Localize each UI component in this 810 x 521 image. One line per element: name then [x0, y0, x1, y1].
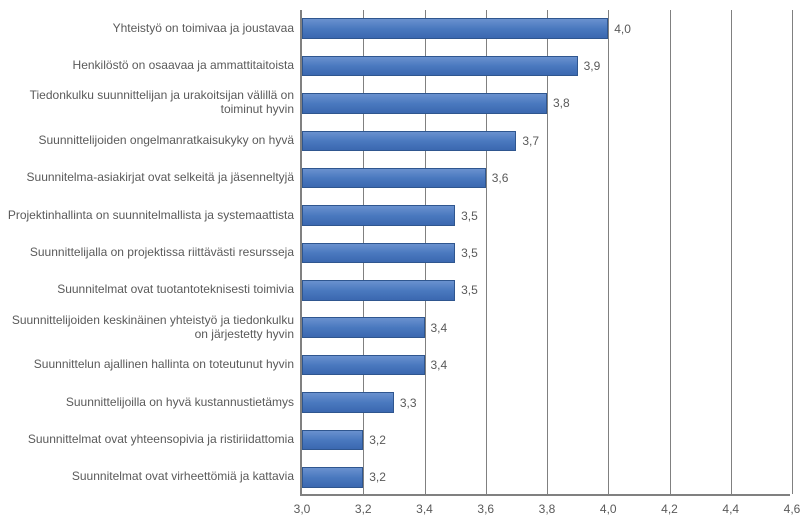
bar-row: Henkilöstö on osaavaa ja ammattitaitoist… — [302, 47, 790, 84]
category-label: Projektinhallinta on suunnitelmallista j… — [4, 209, 302, 223]
value-label: 3,5 — [455, 246, 478, 260]
category-label: Yhteistyö on toimivaa ja joustavaa — [4, 22, 302, 36]
bar — [302, 392, 394, 413]
x-tick-label: 4,2 — [661, 502, 678, 516]
bar — [302, 317, 425, 338]
category-label: Suunnittelijoiden ongelmanratkaisukyky o… — [4, 134, 302, 148]
x-tick-label: 3,0 — [294, 502, 311, 516]
category-label: Suunnittelun ajallinen hallinta on toteu… — [4, 358, 302, 372]
bar-row: Tiedonkulku suunnittelijan ja urakoitsij… — [302, 85, 790, 122]
value-label: 3,9 — [578, 59, 601, 73]
bar-row: Suunnitelmat ovat tuotantoteknisesti toi… — [302, 272, 790, 309]
bar — [302, 467, 363, 488]
bar — [302, 355, 425, 376]
category-label: Suunnittelmat ovat yhteensopivia ja rist… — [4, 433, 302, 447]
bar-row: Suunnitelmat ovat virheettömiä ja kattav… — [302, 459, 790, 496]
bar — [302, 280, 455, 301]
bar-row: Suunnittelijoilla on hyvä kustannustietä… — [302, 384, 790, 421]
x-tick-label: 3,4 — [416, 502, 433, 516]
value-label: 3,7 — [516, 134, 539, 148]
gridline — [792, 10, 793, 494]
bar — [302, 243, 455, 264]
bar-row: Yhteistyö on toimivaa ja joustavaa4,0 — [302, 10, 790, 47]
x-tick-label: 3,8 — [539, 502, 556, 516]
value-label: 4,0 — [608, 22, 631, 36]
bar — [302, 18, 608, 39]
category-label: Tiedonkulku suunnittelijan ja urakoitsij… — [4, 90, 302, 118]
x-tick-label: 4,6 — [784, 502, 801, 516]
bar-chart: 3,0 3,2 3,4 3,6 3,8 4,0 4,2 4,4 4,6 Yhteistyö on … — [0, 0, 810, 521]
category-label: Suunnitelmat ovat virheettömiä ja kattav… — [4, 470, 302, 484]
value-label: 3,2 — [363, 433, 386, 447]
category-label: Suunnittelijoilla on hyvä kustannustietä… — [4, 396, 302, 410]
value-label: 3,4 — [425, 321, 448, 335]
bar — [302, 430, 363, 451]
x-tick-label: 3,6 — [477, 502, 494, 516]
value-label: 3,4 — [425, 358, 448, 372]
bar — [302, 131, 516, 152]
value-label: 3,3 — [394, 396, 417, 410]
bar-row: Suunnittelijoiden keskinäinen yhteistyö … — [302, 309, 790, 346]
value-label: 3,5 — [455, 209, 478, 223]
category-label: Suunnittelijalla on projektissa riittävä… — [4, 246, 302, 260]
value-label: 3,6 — [486, 171, 509, 185]
bar-row: Suunnittelijalla on projektissa riittävä… — [302, 234, 790, 271]
value-label: 3,8 — [547, 96, 570, 110]
bar — [302, 168, 486, 189]
x-tick-label: 3,2 — [355, 502, 372, 516]
bar-row: Suunnittelun ajallinen hallinta on toteu… — [302, 346, 790, 383]
bar-row: Suunnittelmat ovat yhteensopivia ja rist… — [302, 421, 790, 458]
x-tick-label: 4,4 — [722, 502, 739, 516]
bar — [302, 93, 547, 114]
bar-row: Suunnittelijoiden ongelmanratkaisukyky o… — [302, 122, 790, 159]
value-label: 3,2 — [363, 470, 386, 484]
category-label: Suunnitelma-asiakirjat ovat selkeitä ja … — [4, 171, 302, 185]
bar — [302, 205, 455, 226]
bar-row: Projektinhallinta on suunnitelmallista j… — [302, 197, 790, 234]
category-label: Henkilöstö on osaavaa ja ammattitaitoist… — [4, 59, 302, 73]
value-label: 3,5 — [455, 283, 478, 297]
plot-area: 3,03,23,43,63,84,04,24,44,6Yhteistyö on … — [300, 10, 790, 496]
category-label: Suunnittelijoiden keskinäinen yhteistyö … — [4, 314, 302, 342]
category-label: Suunnitelmat ovat tuotantoteknisesti toi… — [4, 283, 302, 297]
bar — [302, 56, 578, 77]
bar-row: Suunnitelma-asiakirjat ovat selkeitä ja … — [302, 160, 790, 197]
x-tick-label: 4,0 — [600, 502, 617, 516]
